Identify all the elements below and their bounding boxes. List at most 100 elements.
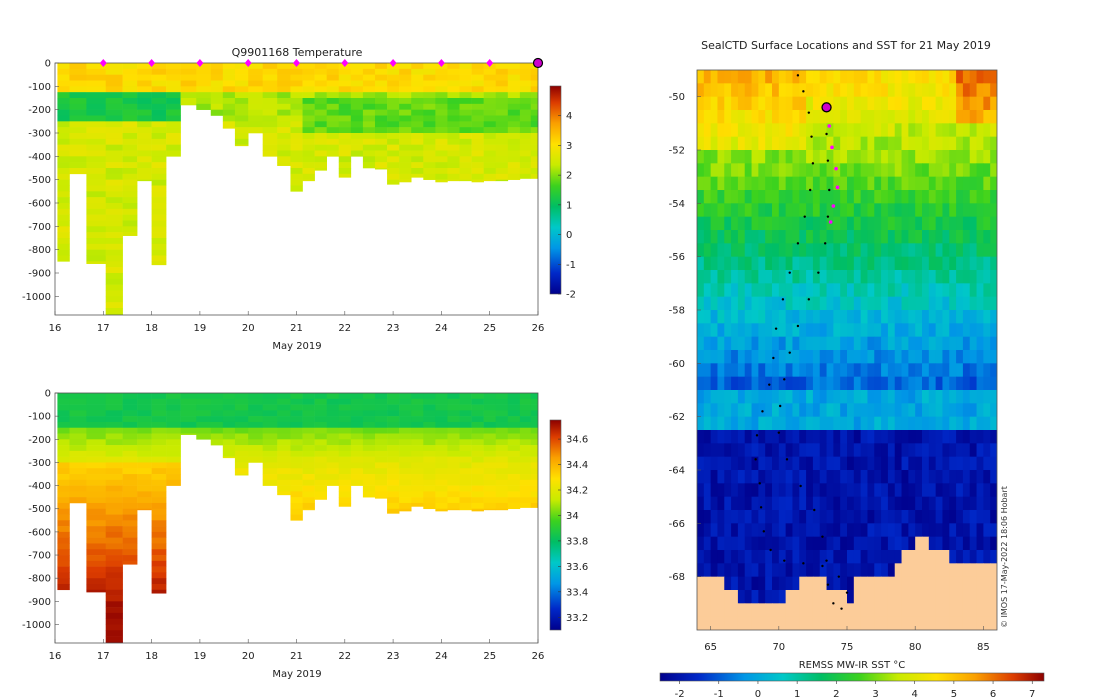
recent-position (830, 145, 834, 150)
depth-tick-label: -1000 (22, 292, 51, 303)
temperature-section-panel: Q9901168 Temperature 0 -100 -200 -300 -400 -5… (22, 46, 576, 352)
date-tick-label: 17 (97, 323, 110, 334)
track-point (754, 458, 757, 461)
track-point (825, 559, 828, 562)
track-point (807, 111, 811, 114)
profile-marker (293, 59, 300, 67)
salinity-colorbar-ticks: 33.2 33.4 33.6 33.8 34 34.2 34.4 34.6 (558, 435, 588, 624)
map-title: SealCTD Surface Locations and SST for 21… (701, 39, 991, 52)
latitude-axis: -50 -52 -54 -56 -58 -60 -62 -64 -66 -68 (669, 92, 701, 583)
track-point (761, 410, 764, 413)
latest-profile-marker (532, 57, 544, 69)
depth-tick-label: -800 (28, 245, 51, 256)
track-point (808, 188, 812, 192)
longitude-tick-label: 65 (704, 642, 717, 653)
track-point (768, 383, 771, 386)
depth-tick-label: -900 (28, 597, 51, 608)
seal-track (754, 74, 849, 610)
colorbar-tick-label: -2 (566, 290, 576, 301)
track-point (826, 583, 830, 586)
temperature-colorbar (549, 85, 562, 295)
track-point (772, 356, 775, 360)
track-point (840, 607, 843, 610)
track-point (796, 74, 800, 77)
colorbar-tick-label: 2 (566, 171, 572, 182)
colorbar-tick-label: 34.6 (566, 435, 588, 446)
date-tick-label: 24 (435, 651, 448, 662)
depth-tick-label: -100 (28, 82, 51, 93)
salinity-section-panel: 0 -100 -200 -300 -400 -500 -600 -700 -800 -900 -10… (22, 389, 588, 681)
depth-tick-label: -300 (28, 458, 51, 469)
track-point (781, 298, 785, 301)
track-point (796, 242, 800, 245)
track-point (777, 431, 781, 434)
colorbar-tick-label: 34.4 (566, 460, 588, 471)
recent-position (828, 220, 833, 224)
date-tick-label: 16 (49, 651, 62, 662)
colorbar-tick-label: 5 (951, 689, 957, 700)
depth-tick-label: -200 (28, 105, 51, 116)
track-point (783, 559, 786, 562)
latitude-tick-label: -56 (669, 252, 685, 263)
colorbar-tick-label: 2 (833, 689, 839, 700)
recent-position (831, 204, 836, 208)
profile-marker (99, 59, 107, 67)
date-tick-label: 26 (532, 323, 545, 334)
longitude-tick-label: 75 (841, 642, 854, 653)
colorbar-tick-label: 4 (566, 111, 572, 122)
latitude-tick-label: -66 (669, 519, 685, 530)
temperature-colorbar-ticks: -2 -1 0 1 2 3 4 (558, 111, 576, 301)
track-point (845, 591, 849, 594)
track-point (826, 159, 830, 162)
depth-tick-label: 0 (45, 59, 51, 70)
longitude-axis: 65 70 75 80 85 (704, 626, 990, 653)
depth-tick-label: -500 (28, 504, 51, 515)
depth-tick-label: -100 (28, 412, 51, 423)
date-tick-label: 19 (194, 651, 207, 662)
latitude-tick-label: -64 (669, 466, 685, 477)
depth-tick-label: -900 (28, 269, 51, 280)
depth-tick-label: -800 (28, 574, 51, 585)
date-tick-label: 23 (387, 323, 400, 334)
longitude-tick-label: 80 (909, 642, 922, 653)
salinity-time-axis: 16 17 18 19 20 21 22 23 24 25 26 (49, 639, 545, 662)
temperature-chart-title: Q9901168 Temperature (232, 46, 363, 59)
date-tick-label: 16 (49, 323, 62, 334)
colorbar-tick-label: 34.2 (566, 486, 588, 497)
salinity-section-cells (57, 393, 538, 643)
track-point (826, 215, 830, 218)
track-point (802, 90, 805, 93)
track-point (774, 327, 778, 330)
profile-marker (196, 59, 204, 67)
recent-position (834, 166, 838, 171)
date-tick-label: 22 (338, 323, 351, 334)
date-tick-label: 18 (145, 323, 158, 334)
longitude-tick-label: 70 (772, 642, 785, 653)
track-point (821, 535, 824, 538)
colorbar-tick-label: 6 (990, 689, 996, 700)
track-point (778, 404, 782, 408)
track-point (825, 132, 828, 136)
track-point (807, 298, 811, 301)
recent-position (827, 124, 832, 128)
depth-tick-label: -600 (28, 527, 51, 538)
date-tick-label: 17 (97, 651, 110, 662)
track-point (817, 271, 820, 274)
profile-marker (437, 59, 445, 67)
track-point (811, 162, 815, 165)
date-tick-label: 26 (532, 651, 545, 662)
sst-colorbar (659, 672, 1045, 682)
profile-marker (341, 59, 349, 67)
date-tick-label: 18 (145, 651, 158, 662)
latitude-tick-label: -58 (669, 306, 685, 317)
track-point (788, 271, 791, 274)
colorbar-tick-label: 33.8 (566, 536, 588, 547)
track-point (755, 434, 759, 437)
colorbar-tick-label: 1 (566, 200, 572, 211)
colorbar-tick-label: 1 (794, 689, 800, 700)
track-point (832, 602, 835, 605)
track-point (810, 135, 813, 138)
date-tick-label: 19 (194, 323, 207, 334)
date-tick-label: 25 (483, 651, 496, 662)
track-point (796, 324, 800, 328)
